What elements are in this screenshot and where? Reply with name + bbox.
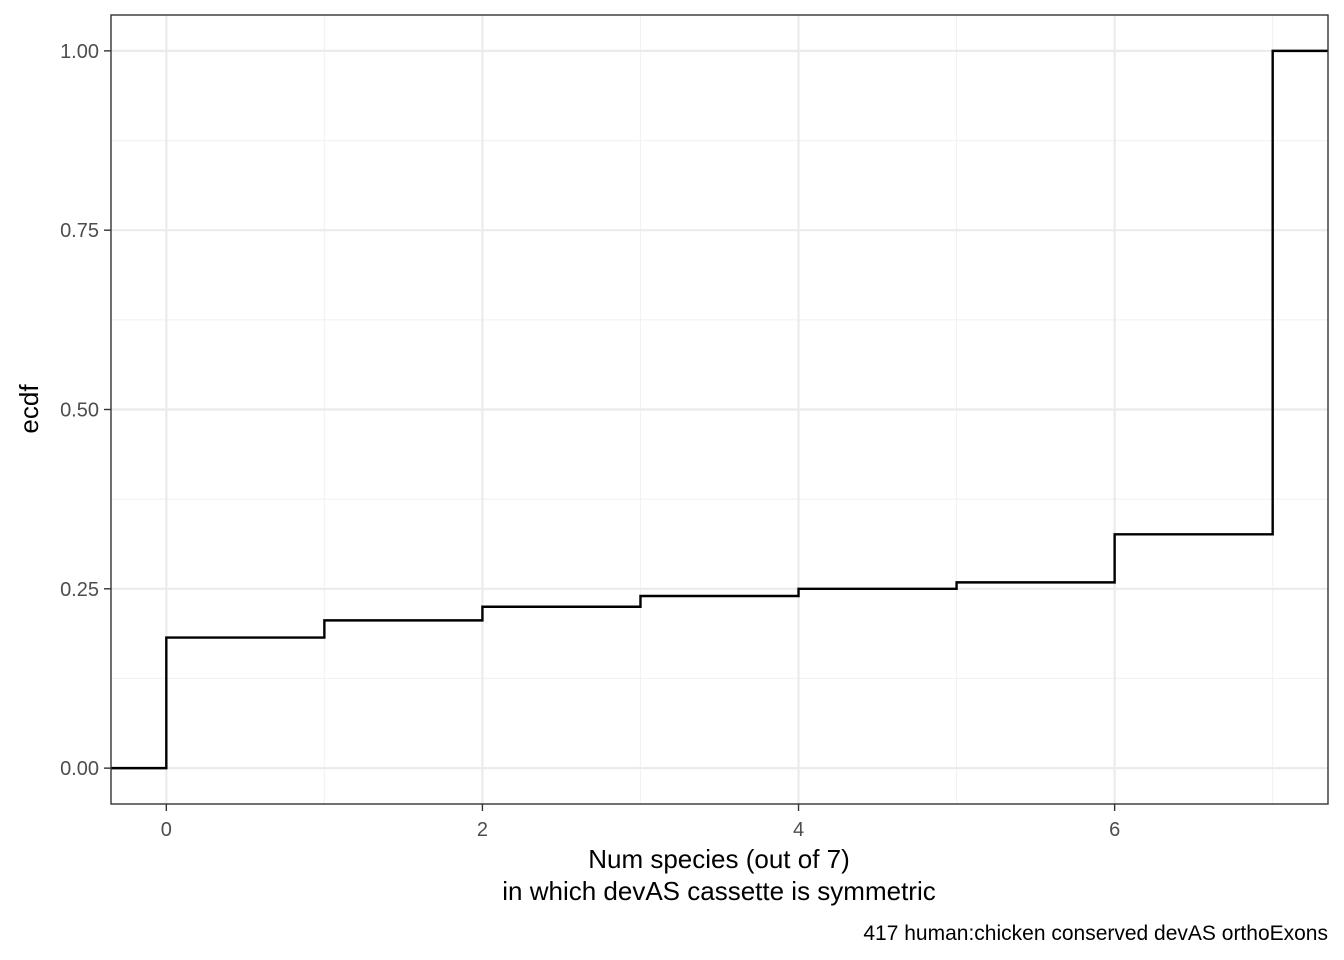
y-tick-label: 0.50 [60,400,99,422]
ecdf-step-line [111,49,1328,770]
x-axis-title-line1: Num species (out of 7) [588,844,850,874]
y-tick-label: 0.00 [60,758,99,780]
x-tick-label: 6 [1109,819,1120,841]
x-axis-ticks: 0 2 4 6 [161,804,1120,841]
y-tick-label: 1.00 [60,41,99,63]
y-axis-ticks: 0.00 0.25 0.50 0.75 1.00 [60,41,111,780]
x-axis-title-line2: in which devAS cassette is symmetric [502,876,935,906]
x-tick-label: 2 [477,819,488,841]
major-gridlines [111,15,1328,804]
y-tick-label: 0.75 [60,220,99,242]
x-tick-label: 4 [793,819,804,841]
x-tick-label: 0 [161,819,172,841]
chart-caption: 417 human:chicken conserved devAS orthoE… [863,922,1328,945]
y-tick-label: 0.25 [60,579,99,601]
y-axis-title: ecdf [14,384,44,434]
